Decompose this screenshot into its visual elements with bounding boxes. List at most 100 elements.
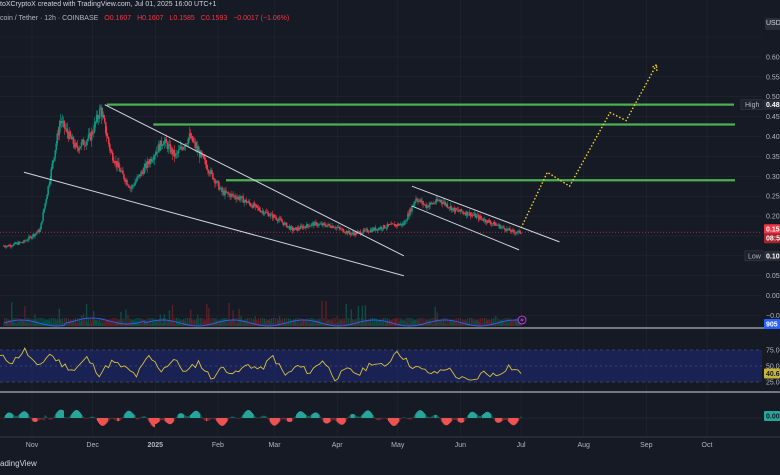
candle-body (509, 228, 511, 231)
candle-body (109, 144, 111, 150)
candle-body (83, 140, 85, 145)
candle-body (70, 132, 72, 137)
candle-body (386, 227, 388, 228)
rsi-tick-label: 25.00 (766, 380, 780, 387)
candle-body (166, 139, 168, 143)
volume-series (3, 301, 526, 326)
time-tick-label: Nov (26, 442, 39, 449)
candle-body (338, 227, 340, 228)
price-tick-label: 0.05 (766, 273, 780, 280)
candle-body (46, 195, 48, 200)
candle-body (257, 205, 259, 207)
candle-body (243, 201, 245, 203)
candle-body (310, 225, 312, 226)
low-value: 0.10 (766, 253, 780, 260)
candle-body (140, 172, 142, 177)
candle-body (168, 145, 170, 149)
symbol-legend[interactable]: coin / Tether · 12h · COINBASE O0.1607 H… (0, 15, 289, 22)
candle-body (53, 158, 55, 161)
rsi-value: 40.6 (766, 371, 780, 378)
macd-bar (63, 410, 64, 418)
candle-body (119, 168, 121, 172)
trend-lines (24, 105, 560, 276)
candle-body (249, 203, 251, 205)
candle-body (280, 218, 282, 219)
candle-body (133, 185, 135, 186)
resistance-levels (107, 105, 735, 181)
candle-body (246, 202, 248, 203)
tradingview-brand: adingView (0, 459, 37, 468)
candle-body (97, 115, 99, 119)
last-price-value: 0.15 (766, 227, 780, 234)
candle-body (42, 212, 44, 221)
symbol-name[interactable]: coin / Tether · 12h · COINBASE (0, 15, 98, 22)
candle-body (256, 204, 258, 205)
candle-body (299, 229, 301, 230)
candle-body (367, 229, 369, 232)
candle-body (113, 161, 115, 163)
macd-bar (293, 418, 294, 419)
macd-bar (234, 417, 235, 418)
candle-body (406, 220, 408, 222)
volume-value: 905 (766, 322, 778, 329)
candle-body (137, 176, 139, 177)
candle-body (447, 204, 449, 207)
candle-body (343, 232, 345, 233)
candle-body (152, 160, 154, 161)
volume-bar (321, 301, 322, 326)
projection-path (521, 65, 657, 228)
candle-body (351, 234, 353, 235)
time-tick-label: Dec (86, 442, 99, 449)
currency-badge[interactable]: USD (765, 18, 780, 30)
candle-body (4, 246, 6, 247)
candle-body (77, 145, 79, 148)
candle-body (294, 228, 296, 230)
high-label: High (745, 102, 760, 109)
candle-body (440, 200, 442, 202)
candle-body (489, 221, 491, 223)
time-tick-label: 2025 (147, 442, 163, 449)
candle-body (39, 229, 41, 232)
candle-body (73, 137, 75, 144)
candle-body (266, 212, 268, 213)
macd-histogram (0, 410, 762, 427)
price-tick-label: 0.40 (766, 134, 780, 141)
candle-body (317, 226, 319, 227)
price-tick-label: 0.45 (766, 114, 780, 121)
candle-body (332, 226, 334, 228)
macd-bar (492, 417, 493, 418)
candle-body (184, 147, 186, 148)
trend-line (412, 186, 560, 242)
change-value: −0.0017 (−1.06%) (233, 15, 289, 22)
time-tick-label: Jul (517, 442, 526, 449)
candle-body (422, 201, 424, 204)
candle-body (67, 129, 69, 134)
macd-bar (228, 418, 229, 419)
candle-body (187, 143, 189, 144)
candle-body (111, 152, 113, 153)
low-value: L0.1585 (170, 15, 195, 22)
candle-body (154, 155, 156, 156)
price-tick-label: −0.05 (766, 313, 780, 320)
candle-body (328, 224, 330, 225)
macd-bar (439, 417, 440, 418)
open-value: O0.1607 (104, 15, 131, 22)
candle-body (381, 227, 383, 229)
macd-bar (175, 418, 176, 419)
candle-body (461, 209, 463, 212)
candle-body (519, 230, 521, 233)
candle-body (153, 156, 155, 160)
candle-body (452, 208, 454, 210)
candle-body (385, 228, 387, 229)
candle-body (202, 155, 204, 156)
candle-body (269, 216, 271, 217)
candle-body (6, 246, 8, 247)
price-tick-label: 0.25 (766, 194, 780, 201)
candle-body (236, 198, 238, 199)
candle-body (258, 207, 260, 208)
candle-body (58, 126, 60, 135)
candle-body (476, 216, 478, 218)
rsi-indicator (0, 348, 762, 382)
